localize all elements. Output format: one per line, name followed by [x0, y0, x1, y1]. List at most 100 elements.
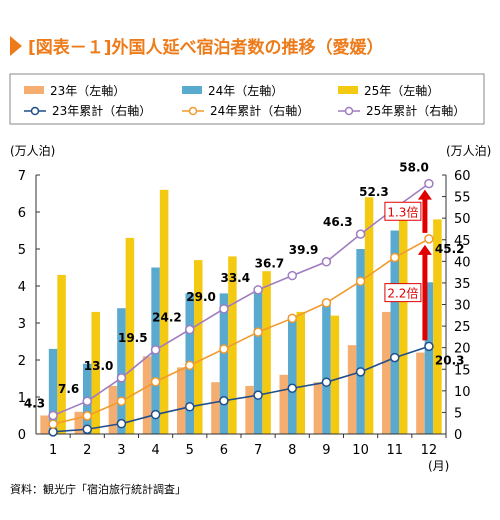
y-right-tick-label-0: 0	[454, 428, 462, 443]
series-point-1-9	[355, 276, 366, 286]
series-point-1-10	[390, 252, 400, 263]
data-label-0-11: 20.3	[435, 353, 465, 367]
y-right-tick-label-12: 60	[454, 169, 471, 184]
bar-0-3	[142, 356, 152, 434]
y-left-tick-label-3: 3	[18, 317, 26, 332]
data-label-2-5: 29.0	[186, 290, 216, 304]
legend-swatch-1	[182, 86, 202, 94]
legend: 23年（左軸） 24年（左軸） 25年（左軸） 23年累計（右軸） 24年累計（右軸） 2…	[9, 73, 485, 125]
chart-title: [図表－１]外国人延べ宿泊者数の推移（愛媛）	[28, 37, 384, 58]
series-point-2-5	[219, 304, 229, 314]
y-left-tick-label-7: 7	[18, 169, 26, 184]
bar-0-4	[177, 367, 186, 434]
chart-title-group: [図表－１]外国人延べ宿泊者数の推移（愛媛）	[10, 36, 384, 58]
series-point-0-1	[82, 424, 92, 435]
y-right-tick-label-9: 45	[454, 234, 471, 249]
bar-0-7	[279, 374, 288, 434]
data-label-2-1: 7.6	[58, 382, 79, 396]
series-point-1-3	[150, 377, 161, 387]
x-tick-label-7: 8	[288, 443, 296, 458]
series-point-1-4	[185, 360, 195, 371]
legend-label-line-1: 24年累計（右軸）	[210, 103, 309, 118]
series-line-0	[53, 345, 430, 433]
y-left-tick-label-4: 4	[18, 280, 26, 295]
y-right-tick-label-7: 35	[454, 277, 471, 292]
x-tick-label-9: 10	[352, 443, 369, 458]
title-arrow-icon	[10, 36, 22, 56]
bar-0-0	[40, 415, 49, 434]
series-point-0-10	[390, 352, 400, 363]
series-point-0-3	[150, 409, 161, 420]
legend-marker-0	[30, 106, 40, 116]
series-point-2-3	[150, 345, 161, 355]
bar-2-4	[194, 260, 203, 434]
legend-marker-1	[188, 106, 198, 116]
series-point-0-4	[185, 402, 195, 412]
bar-1-0	[48, 348, 58, 434]
x-tick-label-4: 5	[186, 443, 194, 458]
series-point-1-2	[116, 396, 127, 406]
bar-0-5	[211, 382, 220, 434]
series-point-1-5	[219, 344, 229, 354]
series-point-2-9	[355, 229, 366, 239]
series-point-0-8	[321, 377, 332, 387]
bar-2-7	[296, 311, 305, 434]
data-label-2-10: 52.3	[359, 185, 389, 199]
bar-2-11	[433, 219, 442, 434]
ratio-label-0: 1.3倍	[387, 204, 418, 219]
bar-0-8	[313, 382, 323, 434]
ratio-arrow-head-1	[417, 244, 432, 255]
series-point-2-11	[424, 178, 434, 189]
series-point-1-8	[321, 298, 332, 308]
series-point-0-9	[355, 367, 366, 377]
bar-2-6	[262, 271, 271, 434]
x-axis-unit: (月)	[428, 459, 449, 473]
data-label-2-4: 24.2	[152, 311, 182, 325]
series-point-2-4	[185, 324, 195, 335]
bar-0-6	[245, 385, 254, 434]
series-point-2-1	[82, 396, 92, 406]
bar-0-11	[416, 352, 425, 434]
bar-1-2	[117, 308, 126, 434]
bar-1-10	[390, 230, 399, 434]
legend-label-bar-1: 24年（左軸）	[208, 83, 283, 98]
bar-2-8	[330, 315, 340, 434]
y-right-tick-label-11: 55	[454, 191, 471, 206]
legend-label-bar-0: 23年（左軸）	[50, 83, 125, 98]
x-tick-label-0: 1	[49, 443, 57, 458]
series-point-1-6	[253, 327, 263, 337]
bar-2-1	[91, 311, 100, 434]
data-label-2-6: 33.4	[220, 271, 250, 285]
series-point-0-7	[287, 383, 297, 393]
y-right-axis-label: (万人泊)	[446, 144, 491, 158]
annotations-layer: 1.3倍 2.2倍	[384, 189, 432, 341]
series-point-0-2	[116, 418, 127, 429]
series-point-1-7	[287, 313, 297, 324]
data-label-1-11: 45.2	[435, 242, 465, 256]
series-point-1-0	[48, 419, 58, 429]
legend-swatch-0	[24, 86, 44, 94]
y-right-tick-label-1: 5	[454, 406, 462, 421]
data-label-2-8: 39.9	[289, 243, 319, 257]
legend-label-bar-2: 25年（左軸）	[364, 83, 439, 98]
series-point-2-7	[287, 270, 297, 281]
series-point-2-0	[48, 410, 58, 421]
series-point-2-8	[321, 257, 332, 267]
data-label-2-11: 58.0	[399, 161, 429, 175]
ratio-arrow-head-0	[417, 189, 432, 200]
ratio-label-1: 2.2倍	[387, 286, 418, 301]
x-tick-label-6: 7	[254, 443, 262, 458]
source-note: 資料：観光庁「宿泊旅行統計調査」	[10, 482, 186, 496]
x-tick-label-2: 3	[117, 443, 125, 458]
series-point-1-1	[82, 411, 92, 421]
y-right-tick-label-8: 40	[454, 255, 471, 270]
x-tick-label-10: 11	[386, 443, 403, 458]
y-left-tick-label-2: 2	[18, 354, 26, 369]
bar-1-7	[288, 315, 297, 434]
data-label-2-7: 36.7	[255, 257, 285, 271]
bar-2-9	[364, 197, 374, 434]
y-left-tick-label-6: 6	[18, 206, 26, 221]
x-tick-label-5: 6	[220, 443, 228, 458]
